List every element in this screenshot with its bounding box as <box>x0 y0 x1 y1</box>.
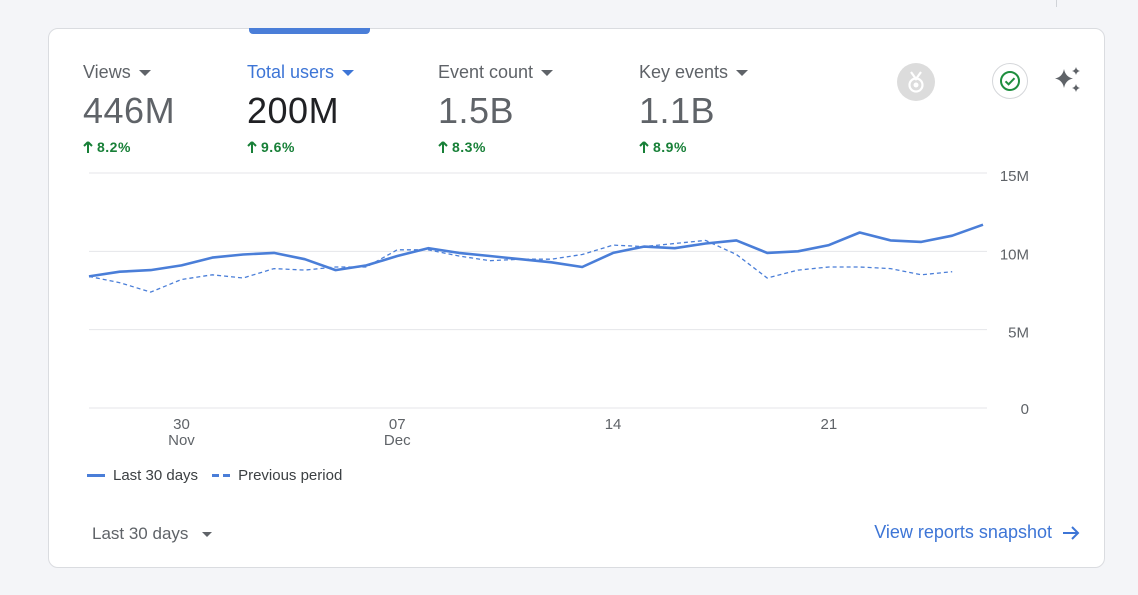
caret-down-icon <box>736 69 749 76</box>
arrow-up-icon <box>247 140 257 153</box>
metric-change: 9.6% <box>261 139 295 155</box>
series-line-last-30-days <box>88 223 984 278</box>
legend-item-previous[interactable]: Previous period <box>212 467 342 484</box>
date-range-select[interactable]: Last 30 days <box>92 524 213 544</box>
caret-down-icon <box>342 69 355 76</box>
metric-label: Views <box>83 62 131 82</box>
caret-down-icon <box>138 69 151 76</box>
metric-change: 8.3% <box>452 139 486 155</box>
overview-card: Views 446M 8.2% Total users 200M 9.6% Ev… <box>48 28 1105 568</box>
chart-legend: Last 30 days Previous period <box>87 467 356 484</box>
y-tick-label: 0 <box>1021 401 1029 418</box>
x-tick-sublabel: Dec <box>384 432 411 449</box>
chart-grid <box>89 172 987 409</box>
y-tick-label: 10M <box>1000 246 1029 263</box>
medal-icon <box>908 71 924 93</box>
x-tick-label: 14 <box>605 416 622 433</box>
metric-label: Key events <box>639 62 729 82</box>
legend-swatch-solid <box>87 474 105 477</box>
insights-button[interactable] <box>1050 63 1086 99</box>
snapshot-link-label: View reports snapshot <box>874 522 1052 542</box>
legend-label: Last 30 days <box>113 467 199 484</box>
metric-label: Event count <box>438 62 534 82</box>
series-line-previous-period <box>88 239 953 293</box>
metric-tab-total-users[interactable]: Total users 200M 9.6% <box>247 62 355 155</box>
legend-label: Previous period <box>238 467 343 484</box>
sparkle-icon <box>1055 67 1080 92</box>
metric-change: 8.2% <box>97 139 131 155</box>
metric-value: 1.1B <box>639 90 716 131</box>
arrow-up-icon <box>83 140 93 153</box>
metric-value: 200M <box>247 90 340 131</box>
check-circle-icon <box>1000 71 1020 91</box>
top-divider <box>1056 0 1057 7</box>
metric-tab-event-count[interactable]: Event count 1.5B 8.3% <box>438 62 554 155</box>
arrow-up-icon <box>639 140 649 153</box>
medal-button[interactable] <box>897 63 935 101</box>
caret-down-icon <box>541 69 554 76</box>
arrow-right-icon <box>1063 525 1080 540</box>
legend-item-current[interactable]: Last 30 days <box>87 467 198 484</box>
metric-change: 8.9% <box>653 139 687 155</box>
metric-tab-key-events[interactable]: Key events 1.1B 8.9% <box>639 62 749 155</box>
view-reports-snapshot-link[interactable]: View reports snapshot <box>874 522 1080 543</box>
legend-swatch-dashed <box>212 474 231 477</box>
y-tick-label: 5M <box>1008 325 1029 342</box>
caret-down-icon <box>202 531 213 537</box>
arrow-up-icon <box>438 140 448 153</box>
metric-value: 1.5B <box>438 90 515 131</box>
x-tick-label: 30 <box>173 416 190 433</box>
x-tick-label: 07 <box>389 416 406 433</box>
x-tick-label: 21 <box>821 416 838 433</box>
metric-value: 446M <box>83 90 176 131</box>
active-tab-indicator <box>249 28 370 34</box>
x-tick-sublabel: Nov <box>168 432 195 449</box>
metric-tab-views[interactable]: Views 446M 8.2% <box>83 62 175 155</box>
check-status-button[interactable] <box>992 63 1028 99</box>
date-range-label: Last 30 days <box>92 524 189 543</box>
y-axis-labels: 15M 10M 5M 0 <box>1000 168 1029 418</box>
metric-label: Total users <box>247 62 335 82</box>
y-tick-label: 15M <box>1000 168 1029 185</box>
